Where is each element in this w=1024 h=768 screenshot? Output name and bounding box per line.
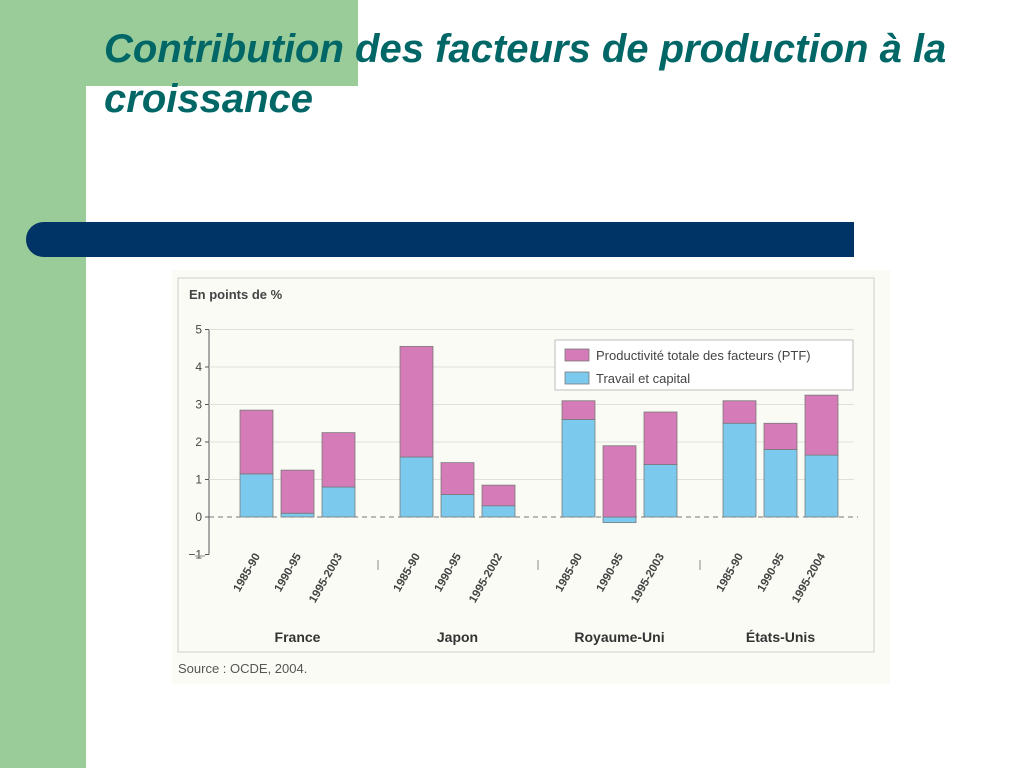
- y-tick-label: −1: [188, 548, 202, 562]
- bar-ptf: [804, 394, 839, 456]
- title-underline-bar: [26, 222, 854, 257]
- y-tick-label: 1: [195, 473, 202, 487]
- bar-ptf: [722, 400, 757, 424]
- bar-ptf: [321, 432, 356, 488]
- bar-ptf: [643, 411, 678, 465]
- bar-travail-capital: [481, 505, 516, 518]
- y-tick-label: 0: [195, 510, 202, 524]
- bar-travail-capital: [602, 516, 637, 524]
- y-tick-label: 5: [195, 323, 202, 337]
- bar-travail-capital: [321, 486, 356, 518]
- legend-label: Productivité totale des facteurs (PTF): [596, 348, 811, 363]
- x-country-label: Japon: [437, 629, 478, 645]
- bar-ptf: [602, 445, 637, 518]
- legend-swatch: [564, 348, 590, 362]
- x-country-label: Royaume-Uni: [574, 629, 664, 645]
- chart-figure: En points de % −1 0 1 2 3 4 5 1985-90 1990-95 1995…: [172, 270, 890, 684]
- y-axis-label: En points de %: [189, 287, 283, 302]
- bar-ptf: [561, 400, 596, 420]
- legend-box: [554, 339, 854, 391]
- bar-travail-capital: [763, 449, 798, 518]
- y-tick-label: 3: [195, 398, 202, 412]
- bar-travail-capital: [239, 473, 274, 518]
- green-top-band: [86, 0, 358, 86]
- legend-swatch: [564, 371, 590, 385]
- bar-ptf: [763, 422, 798, 450]
- bar-travail-capital: [804, 454, 839, 518]
- y-tick-label: 2: [195, 435, 202, 449]
- slide-corner-curve: [86, 86, 206, 206]
- x-country-label: États-Unis: [746, 629, 815, 645]
- green-side-band: [0, 0, 86, 768]
- legend-label: Travail et capital: [596, 371, 690, 386]
- bar-travail-capital: [722, 422, 757, 518]
- source-note: Source : OCDE, 2004.: [178, 661, 307, 676]
- bar-ptf: [481, 484, 516, 507]
- bar-ptf: [399, 345, 434, 458]
- bar-ptf: [280, 469, 315, 514]
- y-tick-label: 4: [195, 360, 202, 374]
- bar-travail-capital: [643, 464, 678, 518]
- slide-title: Contribution des facteurs de production …: [104, 27, 947, 121]
- bar-travail-capital: [399, 456, 434, 518]
- bar-travail-capital: [561, 419, 596, 518]
- x-country-label: France: [275, 629, 321, 645]
- bar-ptf: [440, 462, 475, 495]
- bar-ptf: [239, 409, 274, 475]
- bar-travail-capital: [440, 494, 475, 518]
- bar-travail-capital: [280, 512, 315, 518]
